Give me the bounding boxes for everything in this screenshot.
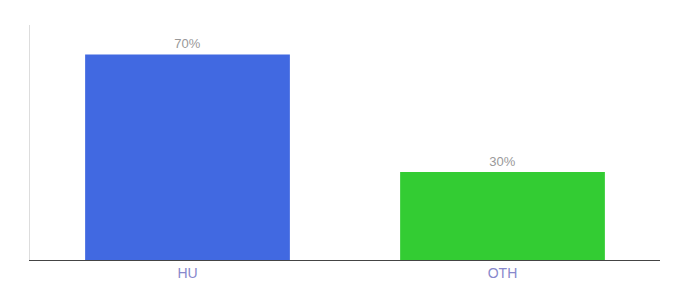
svg-text:OTH: OTH [488,265,518,281]
svg-text:30%: 30% [489,154,515,169]
svg-text:70%: 70% [174,36,200,51]
svg-text:HU: HU [177,265,197,281]
